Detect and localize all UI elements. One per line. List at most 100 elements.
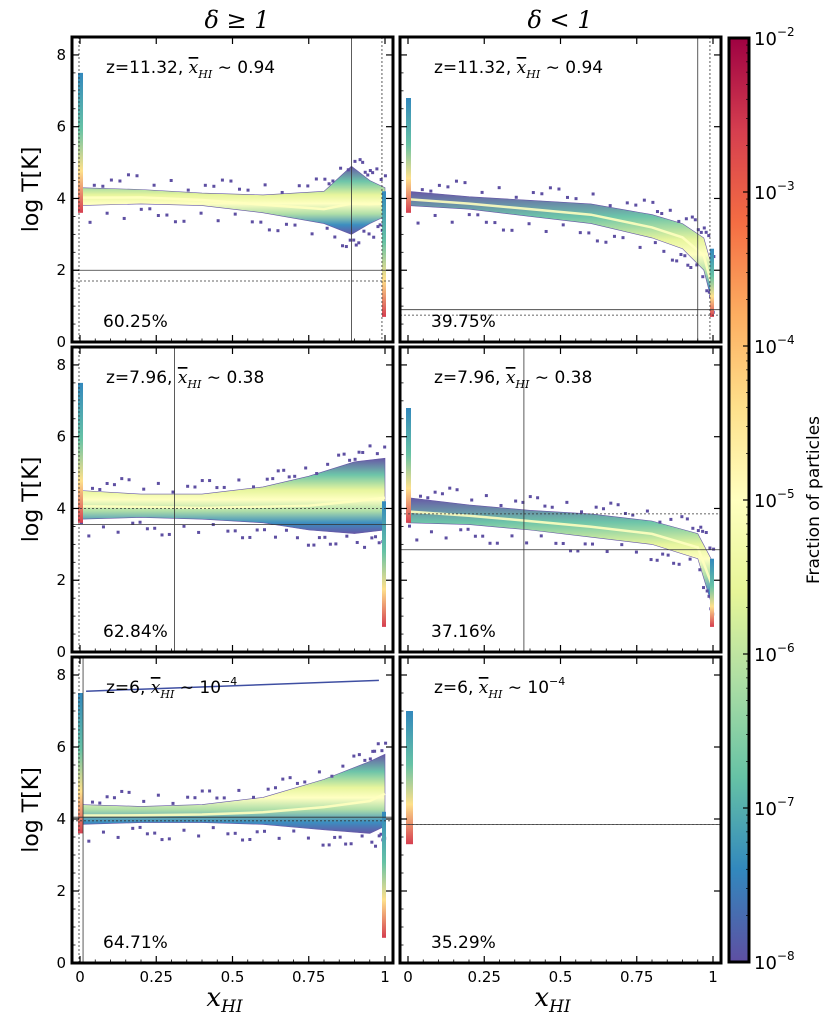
redshift-label: z=6,	[434, 678, 479, 698]
sparse-cell	[448, 486, 452, 490]
sparse-cell	[353, 457, 357, 461]
sparse-cell	[557, 187, 561, 191]
sparse-cell	[342, 452, 346, 456]
sparse-cell	[371, 749, 375, 753]
sparse-cell	[237, 187, 241, 191]
sparse-cell	[169, 178, 173, 182]
sparse-cell	[701, 275, 705, 279]
xhi-subscript: HI	[487, 688, 503, 701]
sparse-cell	[208, 479, 212, 483]
sparse-cell	[88, 220, 92, 224]
sparse-cell	[429, 189, 433, 193]
xhi-mean-value: 0.94	[237, 58, 275, 78]
y-axis-label: log T[K]	[19, 147, 44, 233]
panel-annotation: z=7.96, xHI ∼ 0.38	[434, 368, 592, 391]
sparse-cell	[182, 524, 186, 528]
sparse-cell	[297, 184, 301, 188]
sparse-cell	[212, 184, 216, 188]
sparse-cell	[193, 796, 197, 800]
sparse-cell	[126, 173, 130, 177]
panel-frame	[398, 345, 723, 654]
sparse-cell	[565, 500, 569, 504]
sparse-cell	[649, 558, 653, 562]
sparse-cell	[670, 258, 674, 262]
sparse-cell	[638, 245, 642, 249]
y-tick-label: 0	[56, 643, 66, 661]
colorbar-base: 10	[754, 953, 777, 974]
approx-sign: ∼	[212, 58, 237, 78]
hot-gas-line	[86, 679, 379, 692]
sparse-cell	[338, 835, 342, 839]
y-tick-label: 6	[56, 428, 66, 446]
density-ridge	[79, 196, 386, 211]
sparse-cell	[679, 253, 683, 257]
sparse-cell	[233, 212, 237, 216]
sparse-cell	[101, 525, 105, 529]
sparse-cell	[199, 211, 203, 215]
sparse-cell	[677, 562, 681, 566]
sparse-cell	[116, 835, 120, 839]
particle-percentage: 37.16%	[431, 622, 496, 642]
redshift-label: z=6,	[106, 678, 151, 698]
panel-plot-area	[72, 37, 393, 342]
sparse-cell	[675, 259, 679, 263]
xhi-mean-exponent: −4	[549, 675, 565, 688]
sparse-cell	[429, 530, 433, 534]
sparse-cell	[708, 546, 712, 550]
sparse-cell	[90, 800, 94, 804]
sparse-cell	[333, 835, 337, 839]
sparse-cell	[367, 232, 371, 236]
sparse-cell	[276, 229, 280, 233]
sparse-cell	[691, 526, 695, 530]
sparse-cell	[375, 167, 379, 171]
sparse-cell	[127, 478, 131, 482]
sparse-cell	[98, 801, 102, 805]
sparse-cell	[373, 749, 377, 753]
sparse-cell	[358, 158, 362, 162]
sparse-cell	[314, 177, 318, 181]
sparse-cell	[576, 549, 580, 553]
sparse-cell	[266, 787, 270, 791]
panel-annotation: z=7.96, xHI ∼ 0.38	[106, 368, 264, 391]
sparse-cell	[531, 191, 535, 195]
sparse-cell	[662, 249, 666, 253]
sparse-cell	[112, 796, 116, 800]
sparse-cell	[374, 844, 378, 848]
density-band	[79, 457, 386, 534]
sparse-cell	[156, 214, 160, 218]
y-tick-label: 6	[56, 738, 66, 756]
sparse-cell	[379, 832, 383, 836]
sparse-cell	[326, 462, 330, 466]
y-tick-label: 8	[56, 46, 66, 64]
colorbar-base: 10	[754, 29, 777, 50]
sparse-cell	[156, 793, 160, 797]
sparse-cell	[370, 536, 374, 540]
x-tick-label: 0	[75, 968, 85, 986]
left-spike	[406, 98, 411, 213]
sparse-cell	[215, 486, 219, 490]
x-axis-subscript: HI	[548, 997, 571, 1017]
left-spike	[406, 711, 413, 845]
y-axis-label: log T[K]	[19, 767, 44, 853]
sparse-cell	[696, 228, 700, 232]
sparse-cell	[330, 774, 334, 778]
sparse-cell	[293, 223, 297, 227]
sparse-cell	[237, 478, 241, 482]
sparse-cell	[548, 186, 552, 190]
sparse-cell	[353, 159, 357, 163]
panel-4: z=7.96, xHI ∼ 0.38 37.16%	[398, 345, 723, 654]
sparse-cell	[101, 184, 105, 188]
sparse-cell	[167, 532, 171, 536]
sparse-cell	[450, 220, 454, 224]
xhi-mean-value: 0.38	[554, 368, 592, 388]
sparse-cell	[685, 517, 689, 521]
sparse-cell	[306, 184, 310, 188]
sparse-cell	[120, 477, 124, 481]
approx-sign: ∼	[201, 368, 226, 388]
sparse-cell	[259, 220, 263, 224]
panel-frame	[398, 655, 723, 965]
sparse-cell	[488, 541, 492, 545]
right-tail	[382, 501, 386, 627]
sparse-cell	[87, 839, 91, 843]
